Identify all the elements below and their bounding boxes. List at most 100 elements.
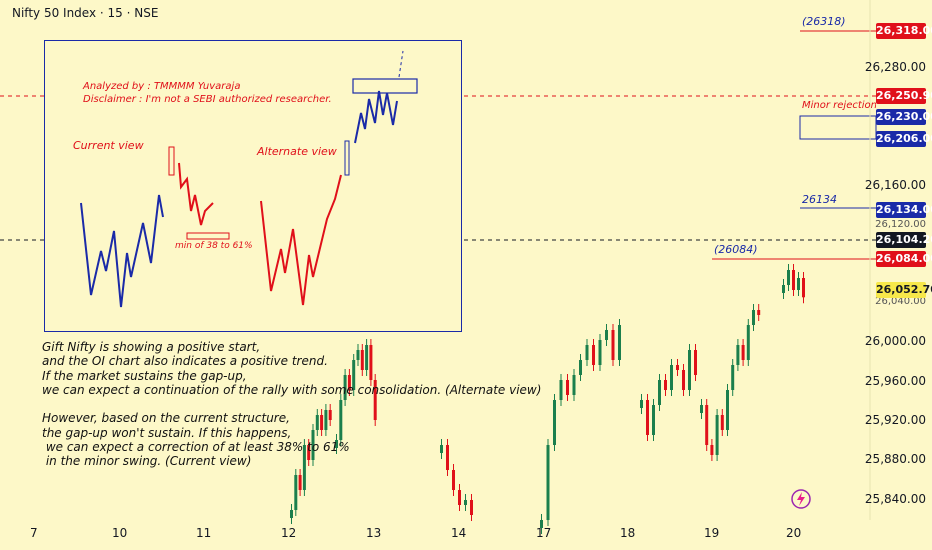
analysis-commentary: Gift Nifty is showing a positive start, … — [42, 340, 541, 469]
candle-body — [369, 345, 373, 380]
candle-body — [311, 430, 315, 460]
scenario-inset: Analyzed by : TMMMM Yuvaraja Disclaimer … — [44, 40, 462, 332]
level-label-minor-rejection: Minor rejection zon — [802, 100, 876, 111]
scenario-drawing — [80, 50, 418, 308]
comment-line: the gap-up won't sustain. If this happen… — [42, 425, 292, 440]
time-axis-label: 14 — [451, 526, 467, 540]
level-label-26318: (26318) — [802, 15, 846, 28]
alternate-view-label: Alternate view — [257, 145, 337, 158]
candle-body — [646, 400, 649, 435]
price-axis-label: 26,160.00 — [864, 178, 926, 192]
price-axis-label: 25,840.00 — [864, 492, 926, 506]
candle-body — [652, 405, 655, 435]
candle-body — [470, 500, 473, 515]
candle-body — [658, 380, 661, 405]
alternate-view-marker — [344, 140, 350, 176]
candle-body — [315, 415, 319, 430]
candle-body — [782, 285, 785, 293]
candle-body — [752, 310, 755, 325]
candle-body — [464, 500, 467, 505]
candle-body — [343, 375, 347, 400]
candle-body — [741, 345, 745, 360]
level-label-26084: (26084) — [714, 243, 758, 256]
candle-body — [320, 415, 324, 430]
comment-line: Gift Nifty is showing a positive start, — [42, 340, 261, 354]
price-axis-label: 26,000.00 — [864, 334, 926, 348]
candle-body — [339, 400, 343, 440]
price-tag-last: 26,052.70 — [876, 282, 932, 298]
min-retracement-note: min of 38 to 61% — [175, 241, 253, 251]
candle-body — [347, 375, 351, 390]
time-axis-label: 10 — [112, 526, 128, 540]
candle-body — [792, 270, 795, 290]
candle-body — [324, 410, 328, 430]
candle-body — [787, 270, 790, 285]
candle-body — [365, 345, 369, 370]
price-axis-label: 26,280.00 — [864, 60, 926, 74]
candle-body — [373, 380, 377, 420]
time-axis-label: 19 — [704, 526, 720, 540]
candle-body — [592, 345, 595, 365]
candle-body — [705, 405, 709, 445]
candle-body — [640, 400, 643, 408]
candle-body — [294, 475, 298, 510]
candle-body — [802, 278, 805, 298]
price-tag-26230: 26,230.00 — [876, 109, 932, 125]
candle-body — [360, 350, 364, 370]
time-axis-label: 17 — [536, 526, 552, 540]
candle-body — [352, 360, 356, 390]
alternate-view-path — [260, 174, 342, 306]
candle-body — [579, 360, 582, 375]
time-axis-label: 18 — [620, 526, 636, 540]
candle-body — [611, 330, 615, 360]
candle-body — [688, 350, 691, 390]
comment-line: we can expect a continuation of the rall… — [42, 382, 542, 397]
comment-line: in the minor swing. (Current view) — [42, 454, 252, 469]
comment-line: If the market sustains the gap-up, — [42, 368, 247, 383]
candle-body — [797, 278, 800, 290]
candle-body — [446, 445, 449, 470]
candle-body — [676, 365, 679, 370]
price-axis-label: 26,120.00 — [875, 219, 926, 230]
candle-body — [694, 350, 697, 375]
candle-body — [559, 380, 563, 400]
candle-body — [302, 445, 306, 490]
level-label-26134: 26134 — [802, 193, 837, 206]
analyzed-by: Analyzed by : TMMMM Yuvaraja — [83, 81, 241, 92]
alternate-target-zone — [352, 78, 418, 94]
candle-body — [710, 445, 714, 455]
candle-body — [540, 520, 543, 528]
time-axis-label: 11 — [196, 526, 212, 540]
candle-body — [746, 325, 750, 360]
candle-body — [452, 470, 455, 490]
price-axis-label: 25,920.00 — [864, 413, 926, 427]
candle-body — [726, 390, 729, 430]
current-view-path — [80, 194, 164, 308]
candle-body — [440, 445, 443, 453]
candle-body — [731, 365, 735, 390]
price-axis-label: 25,880.00 — [864, 452, 926, 466]
price-tag-26084: 26,084.00 — [876, 251, 932, 267]
price-tag-26104: 26,104.20 — [876, 232, 932, 248]
time-axis-label: 12 — [281, 526, 297, 540]
candle-body — [328, 410, 332, 420]
projection-line — [398, 50, 404, 78]
candle-body — [335, 440, 338, 448]
candle-body — [566, 380, 569, 395]
candle-body — [298, 475, 302, 490]
price-axis-label: 25,960.00 — [864, 374, 926, 388]
lightning-icon[interactable] — [790, 488, 812, 510]
candle-body — [598, 340, 602, 365]
candle-body — [307, 445, 311, 460]
candle-body — [553, 400, 556, 445]
alternate-view-continuation — [354, 90, 398, 144]
candle-body — [757, 310, 761, 315]
price-axis-label: 26,040.00 — [875, 296, 926, 307]
candle-body — [605, 330, 608, 340]
disclaimer: Disclaimer : I'm not a SEBI authorized r… — [83, 94, 332, 105]
candle-body — [736, 345, 740, 365]
price-tag-26206: 26,206.00 — [876, 131, 932, 147]
candle-body — [715, 415, 719, 455]
